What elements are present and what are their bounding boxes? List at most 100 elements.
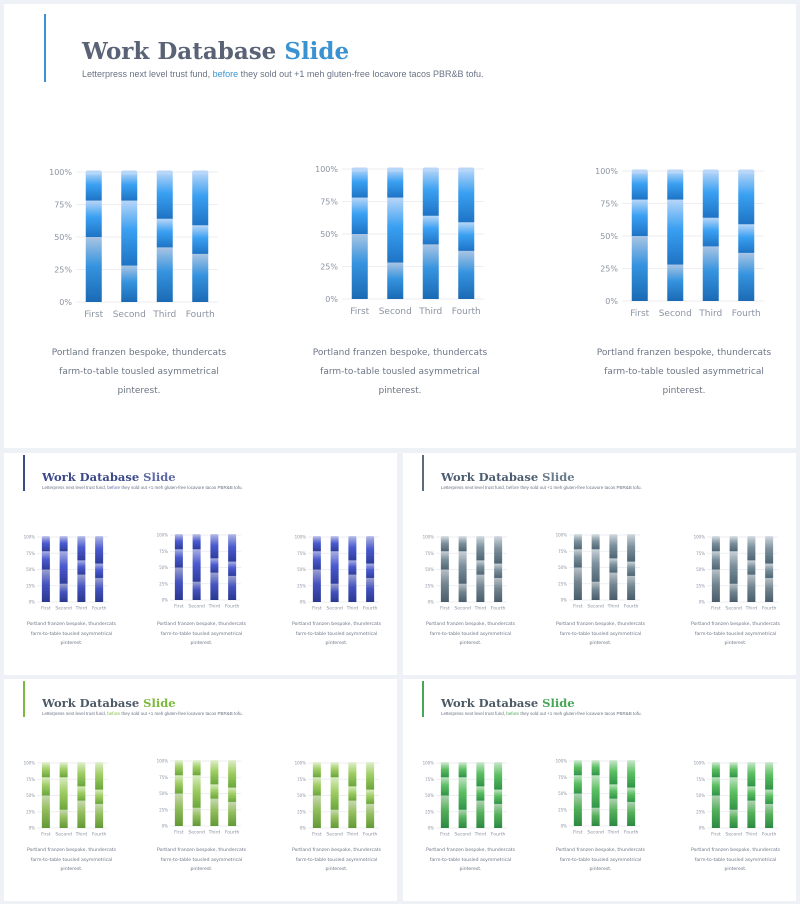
title-accent-line (422, 681, 424, 717)
bar-segment (591, 549, 600, 582)
bar-chart: 0% 25% 50% 75% 100% First Second Third Fourth (24, 535, 108, 612)
bar-segment (609, 798, 618, 826)
bar-segment (573, 535, 582, 550)
y-tick-label: 100% (295, 761, 307, 766)
bar-segment (95, 577, 104, 602)
bar-segment-shade (331, 537, 339, 551)
bar-segment (174, 775, 183, 794)
bar-segment (729, 777, 738, 810)
bar-segment-shade (627, 761, 635, 788)
y-tick-label: 75% (320, 198, 338, 207)
slide-slate: Work Database Slide Letterpress next leve… (403, 453, 796, 675)
bar-cap (711, 536, 720, 539)
bar-cap (210, 760, 219, 763)
y-tick-label: 0% (162, 598, 169, 603)
bar-segment-shade (331, 551, 339, 584)
bar-segment (591, 581, 600, 600)
bar-cap (458, 167, 475, 172)
bar-chart: 0% 25% 50% 75% 100% First Second Third Fourth (423, 535, 507, 612)
bar-segment-shade (228, 761, 236, 788)
bar-segment (627, 761, 636, 788)
x-tick-label: Third (418, 307, 442, 317)
bar-cap (476, 536, 485, 539)
bar-segment-shade (765, 564, 773, 578)
title-accent-line (23, 681, 25, 717)
bar-segment (366, 537, 375, 564)
bar-cap (494, 762, 503, 765)
bar-chart: 0% 25% 50% 75% 100% First Second Third Fourth (295, 761, 379, 838)
y-tick-label: 25% (159, 807, 168, 812)
bar-segment (627, 535, 636, 562)
bar-segment (228, 535, 237, 562)
bar-segment-shade (210, 535, 218, 558)
bar-segment (366, 789, 375, 804)
y-tick-label: 75% (696, 777, 705, 782)
bar-segment (41, 795, 50, 828)
bar-segment-shade (41, 569, 50, 602)
bar-segment (174, 549, 183, 568)
y-tick-label: 75% (425, 551, 434, 556)
bar-segment (41, 569, 50, 602)
bar-segment (738, 171, 755, 225)
bar-segment (192, 775, 201, 808)
bar-segment-shade (476, 574, 485, 602)
y-tick-label: 25% (297, 583, 306, 588)
bar-segment-shade (730, 551, 738, 584)
y-tick-label: 25% (696, 809, 705, 814)
y-tick-label: 100% (423, 761, 435, 766)
bar-chart: 0% 25% 50% 75% 100% First Second Third Fourth (556, 533, 640, 610)
y-tick-label: 0% (561, 824, 568, 829)
x-tick-label: Second (113, 310, 146, 320)
bar-segment-shade (609, 784, 617, 798)
bar-segment-shade (366, 763, 374, 790)
bar-segment (440, 551, 449, 570)
bar-segment (366, 577, 375, 602)
bar-segment-shade (494, 790, 502, 804)
bar-segment-shade (441, 777, 449, 795)
bar-segment (627, 575, 636, 600)
bar-cap (192, 170, 209, 175)
caption: Portland franzen bespoke, thundercats far… (26, 848, 117, 872)
bar-segment (711, 777, 720, 796)
x-tick-label: Second (188, 604, 205, 610)
bar-cap (95, 536, 104, 539)
page-title: Work Database Slide (441, 470, 575, 484)
bar-cap (41, 762, 50, 765)
bar-segment-shade (729, 809, 738, 828)
x-tick-label: Fourth (762, 832, 777, 838)
bar-cap (366, 536, 375, 539)
bar-cap (667, 169, 684, 174)
bar-segment (747, 537, 756, 561)
bar-segment (121, 265, 138, 302)
bar-segment (330, 809, 339, 828)
y-tick-label: 100% (295, 535, 307, 540)
bar-cap (573, 534, 582, 537)
bar-segment-shade (476, 560, 484, 574)
bar-segment (747, 763, 756, 787)
bar-segment-shade (765, 577, 774, 602)
bar-segment (351, 169, 368, 198)
bar-segment-shade (348, 560, 356, 574)
bar-segment-shade (765, 537, 773, 564)
bar-segment (41, 551, 50, 570)
bar-segment (85, 172, 102, 201)
bar-segment (494, 577, 503, 602)
bar-segment (366, 803, 375, 828)
caption: Portland franzen bespoke, thundercats fa… (51, 348, 227, 396)
bar-segment-shade (77, 574, 86, 602)
y-tick-label: 50% (425, 567, 434, 572)
bar-segment-shade (175, 761, 183, 775)
bar-segment-shade (712, 777, 720, 795)
bar-segment-shade (592, 761, 600, 775)
bar-segment (609, 572, 618, 600)
bar-cap (312, 762, 321, 765)
bar-cap (573, 760, 582, 763)
bar-segment-shade (609, 798, 618, 826)
bar-cap (627, 534, 636, 537)
bar-segment-shade (312, 795, 321, 828)
bar-segment-shade (573, 793, 582, 826)
bar-cap (348, 762, 357, 765)
bar-segment-shade (459, 777, 467, 810)
x-tick-label: Third (152, 310, 176, 320)
y-tick-label: 0% (561, 598, 568, 603)
